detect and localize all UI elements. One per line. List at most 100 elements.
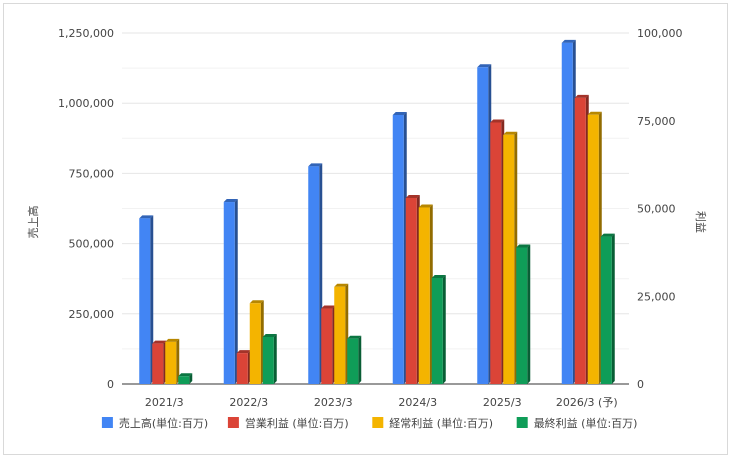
legend-swatch: [101, 417, 113, 428]
bar-top: [308, 163, 323, 167]
x-tick-label: 2022/3: [229, 396, 268, 409]
bar-side: [189, 373, 193, 384]
bar-top: [165, 338, 180, 342]
bar: [561, 39, 576, 384]
grid-lines: [122, 32, 629, 385]
legend-label: 営業利益 (単位:百万): [245, 416, 349, 430]
bar: [249, 300, 264, 384]
chart-container: 0 250,000 500,000 750,000 1,000,000 1,250,000…: [3, 3, 728, 455]
bar: [321, 305, 336, 384]
legend-swatch: [516, 417, 528, 428]
legend: 売上高(単位:百万) 営業利益 (単位:百万) 経常利益 (単位:百万) 最終利益 (…: [101, 416, 638, 430]
legend-label: 経常利益 (単位:百万): [389, 416, 493, 430]
y-right-tick-label: 25,000: [637, 290, 676, 303]
y-left-tick-label: 500,000: [69, 238, 115, 251]
bar-face: [223, 202, 235, 384]
bar-top: [431, 274, 446, 278]
y-left-tick-label: 250,000: [69, 308, 115, 321]
bar-face: [574, 97, 586, 384]
bar-face: [600, 236, 612, 384]
bar-face: [178, 376, 190, 384]
bar: [600, 233, 615, 384]
y-right-tick-label: 75,000: [637, 115, 676, 128]
legend-label: 最終利益 (単位:百万): [534, 416, 638, 430]
y-left-tick-label: 750,000: [69, 167, 115, 180]
y-left-tick-label: 1,250,000: [58, 27, 114, 40]
legend-item: 営業利益 (単位:百万): [227, 416, 349, 430]
bar: [587, 111, 602, 385]
bar-top: [561, 39, 576, 43]
bar-top: [516, 244, 531, 248]
y-left-tick-label: 1,000,000: [58, 97, 114, 110]
legend-swatch: [372, 417, 384, 428]
bar-face: [477, 67, 489, 384]
bar: [178, 373, 193, 384]
chart-svg: 0 250,000 500,000 750,000 1,000,000 1,250,000…: [26, 27, 708, 430]
bar: [236, 350, 251, 384]
bar: [139, 215, 154, 384]
bar: [152, 340, 167, 384]
bar: [405, 194, 420, 384]
bar-top: [321, 305, 336, 309]
y-axis-right-label: 利益: [694, 211, 708, 233]
bar-face: [152, 343, 164, 384]
bar-face: [392, 114, 404, 385]
legend-item: 売上高(単位:百万): [101, 416, 208, 430]
axes: 0 250,000 500,000 750,000 1,000,000 1,250,000…: [58, 27, 682, 409]
bar-top: [262, 333, 277, 337]
bar: [516, 244, 531, 384]
y-left-tick-label: 0: [107, 378, 114, 391]
bar-face: [561, 42, 573, 384]
bar-top: [574, 94, 589, 98]
bar-side: [234, 199, 238, 384]
bar-top: [503, 131, 518, 135]
y-right-tick-label: 100,000: [637, 27, 683, 40]
bar-top: [223, 199, 238, 203]
bar-side: [273, 333, 277, 384]
bar: [418, 204, 433, 384]
bar-side: [176, 338, 180, 384]
bar-face: [405, 197, 417, 384]
bar-top: [139, 215, 154, 219]
x-tick-label: 2025/3: [483, 396, 522, 409]
y-right-tick-label: 0: [637, 378, 644, 391]
bar: [347, 335, 362, 384]
legend-item: 経常利益 (単位:百万): [372, 416, 493, 430]
bar-side: [442, 274, 446, 384]
bar: [490, 119, 505, 384]
bar-face: [587, 114, 599, 385]
bar-face: [308, 166, 320, 384]
bar-face: [490, 122, 502, 384]
y-right-tick-label: 50,000: [637, 203, 676, 216]
bar: [334, 283, 349, 384]
bar-side: [611, 233, 615, 384]
bar: [431, 274, 446, 384]
bar-face: [334, 286, 346, 384]
bar: [165, 338, 180, 384]
bar-top: [477, 64, 492, 68]
bar-top: [405, 194, 420, 198]
bar-top: [236, 350, 251, 354]
bar-face: [321, 308, 333, 384]
bar-face: [431, 277, 443, 384]
bar-face: [347, 338, 359, 384]
bar-face: [503, 134, 515, 384]
bar-side: [150, 215, 154, 384]
bar-top: [392, 111, 407, 115]
bar-top: [490, 119, 505, 123]
bar-top: [178, 373, 193, 377]
bar-face: [249, 303, 261, 384]
bar: [392, 111, 407, 385]
bar-top: [587, 111, 602, 115]
bar: [223, 199, 238, 384]
bar: [574, 94, 589, 384]
bar-top: [600, 233, 615, 237]
bar: [503, 131, 518, 384]
x-tick-label: 2023/3: [314, 396, 353, 409]
bar: [308, 163, 323, 384]
bar-top: [347, 335, 362, 339]
bar-top: [249, 300, 264, 304]
legend-item: 最終利益 (単位:百万): [516, 416, 638, 430]
bar: [262, 333, 277, 384]
y-axis-left-label: 売上高: [26, 206, 40, 239]
